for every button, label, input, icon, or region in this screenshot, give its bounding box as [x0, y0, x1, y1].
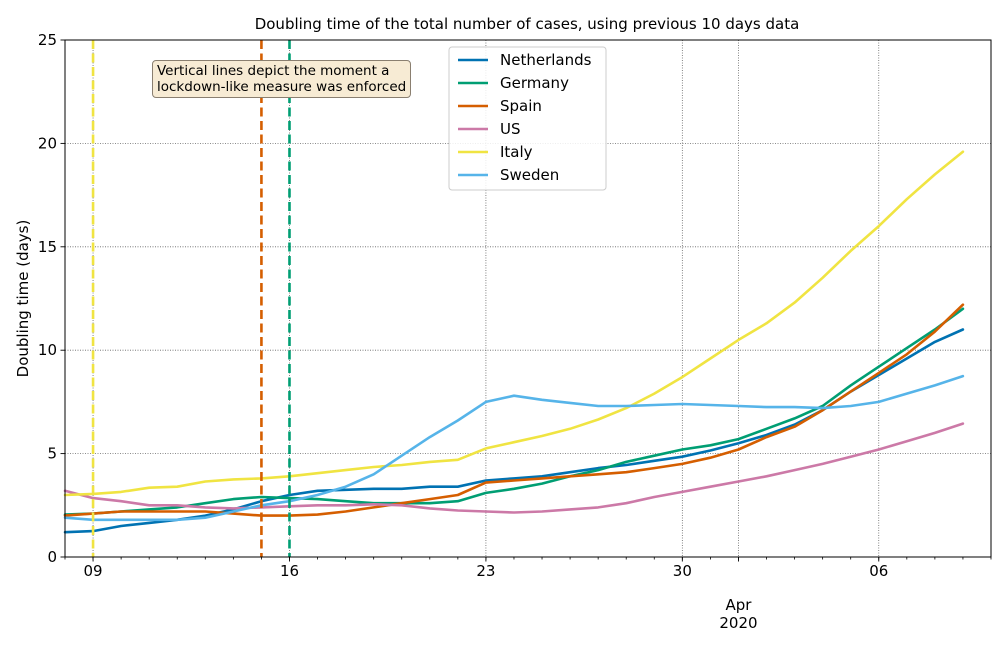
- annotation-line-1: Vertical lines depict the moment a: [157, 63, 390, 79]
- y-tick-label: 10: [38, 341, 57, 359]
- legend-label: Netherlands: [500, 51, 592, 69]
- series-line-us: [63, 422, 965, 514]
- legend-label: Spain: [500, 97, 542, 115]
- y-tick-label: 20: [38, 134, 57, 152]
- plot-area-frame: [64, 39, 992, 558]
- lockdown-lines: [91, 40, 291, 557]
- y-tick-label: 15: [38, 238, 57, 256]
- series-lines: [63, 150, 965, 534]
- x-tick-label: 30: [673, 562, 692, 580]
- chart-title: Doubling time of the total number of cas…: [255, 15, 800, 33]
- legend-label: Sweden: [500, 166, 559, 184]
- series-line-sweden: [63, 374, 965, 522]
- x-tick-label: 2020: [719, 614, 757, 632]
- x-tick-label: 09: [84, 562, 103, 580]
- series-line-germany: [63, 307, 965, 516]
- y-axis-label: Doubling time (days): [14, 220, 32, 378]
- legend-label: Germany: [500, 74, 569, 92]
- annotation-line-2: lockdown-like measure was enforced: [157, 79, 407, 95]
- series-line-spain: [63, 303, 965, 517]
- x-tick-label: 23: [476, 562, 495, 580]
- x-tick-label: Apr: [725, 596, 752, 614]
- y-tick-label: 0: [47, 548, 57, 566]
- y-tick-label: 25: [38, 31, 57, 49]
- legend: Netherlands Germany Spain US Italy Sweden: [448, 46, 607, 191]
- x-tick-label: 16: [280, 562, 299, 580]
- series-line-italy: [63, 150, 965, 497]
- legend-label: Italy: [500, 143, 533, 161]
- series-line-netherlands: [63, 328, 965, 534]
- x-tick-label: 06: [869, 562, 888, 580]
- legend-box: [448, 46, 607, 191]
- annotation-box: Vertical lines depict the moment a lockd…: [152, 60, 412, 98]
- y-tick-label: 5: [47, 445, 57, 463]
- legend-label: US: [500, 120, 521, 138]
